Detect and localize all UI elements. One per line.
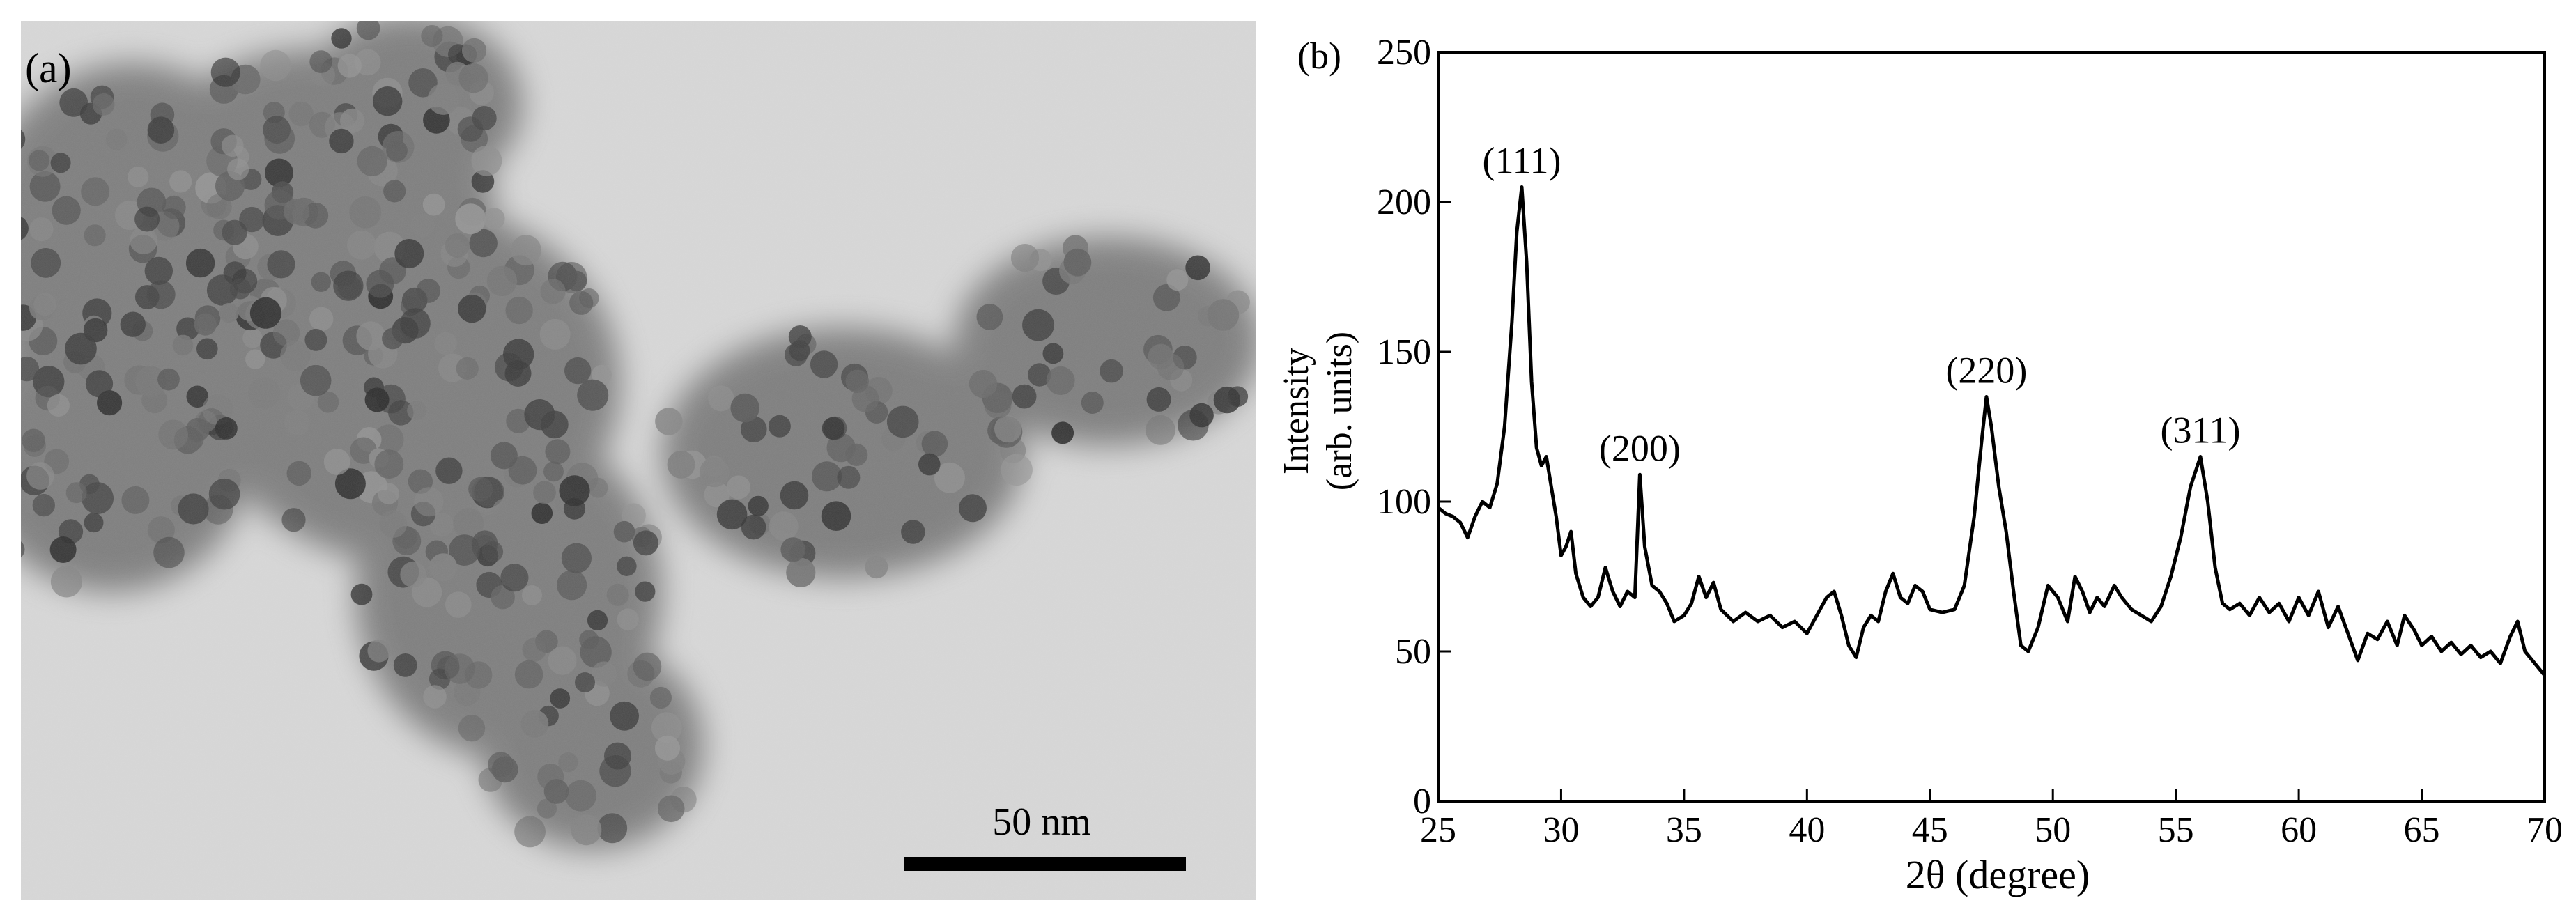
peak-annotation: (311) — [2160, 410, 2240, 451]
y-tick-label: 250 — [1377, 33, 1431, 72]
y-axis-label-line1: Intensity — [1277, 348, 1316, 474]
x-tick-label: 45 — [1912, 810, 1948, 850]
x-tick-label: 60 — [2281, 810, 2317, 850]
x-tick-label: 40 — [1789, 810, 1825, 850]
y-tick-label: 150 — [1377, 332, 1431, 372]
y-axis-label-line2: (arb. units) — [1320, 332, 1359, 490]
scale-bar-label: 50 nm — [992, 800, 1091, 844]
peak-annotation: (111) — [1482, 140, 1561, 182]
x-tick-label: 70 — [2527, 810, 2563, 850]
xrd-chart: 25 30 35 40 45 50 55 60 65 70 0 50 100 150 200 250 (111… — [1277, 33, 2563, 897]
panel-a-label: (a) — [25, 45, 72, 91]
x-tick-label: 30 — [1543, 810, 1579, 850]
panel-b-label: (b) — [1297, 35, 1341, 77]
x-tick-label: 65 — [2404, 810, 2440, 850]
y-tick-label: 50 — [1395, 632, 1431, 672]
x-tick-label: 25 — [1420, 810, 1456, 850]
x-tick-label: 50 — [2035, 810, 2071, 850]
x-tick-label: 55 — [2158, 810, 2194, 850]
plot-frame — [1437, 51, 2546, 803]
peak-annotation: (200) — [1599, 427, 1681, 469]
peak-annotation: (220) — [1945, 350, 2027, 392]
x-axis-label: 2θ (degree) — [1906, 852, 2090, 897]
y-tick-label: 200 — [1377, 183, 1431, 222]
tem-micrograph-image — [21, 21, 1256, 900]
xrd-chart-panel: 25 30 35 40 45 50 55 60 65 70 0 50 100 150 200 250 (111… — [1256, 0, 2576, 918]
tem-micrograph-panel: (a) 50 nm — [21, 21, 1256, 900]
x-tick-label: 35 — [1666, 810, 1702, 850]
y-tick-label: 100 — [1377, 482, 1431, 522]
xrd-series-line — [1437, 185, 2546, 676]
scale-bar — [904, 857, 1186, 871]
y-tick-label: 0 — [1413, 782, 1431, 821]
